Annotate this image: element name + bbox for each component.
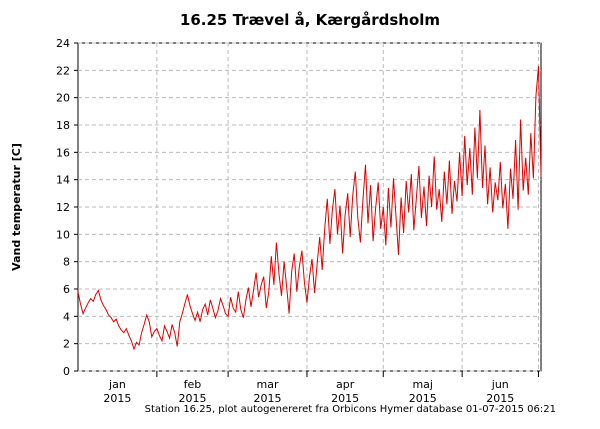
- x-tick-year: 2015: [331, 392, 359, 405]
- y-tick-label: 18: [56, 119, 70, 132]
- y-tick-label: 16: [56, 146, 70, 159]
- x-tick-year: 2015: [486, 392, 514, 405]
- y-axis-label: Vand temperatur [C]: [10, 143, 23, 271]
- x-tick-year: 2015: [103, 392, 131, 405]
- x-tick-label: jan: [108, 378, 126, 391]
- x-tick-label: jun: [491, 378, 509, 391]
- y-tick-label: 6: [63, 283, 70, 296]
- chart-title: 16.25 Trævel å, Kærgårdsholm: [180, 11, 440, 29]
- y-tick-label: 8: [63, 256, 70, 269]
- footer: Station 16.25, plot autogenereret fra Or…: [145, 404, 556, 415]
- y-tick-label: 12: [56, 201, 70, 214]
- y-tick-label: 24: [56, 37, 70, 50]
- x-tick-label: mar: [257, 378, 279, 391]
- data-line: [77, 66, 542, 351]
- y-tick-label: 2: [63, 338, 70, 351]
- x-tick-label: apr: [336, 378, 355, 391]
- y-tick-label: 14: [56, 174, 70, 187]
- x-tick-label: feb: [184, 378, 202, 391]
- x-tick-year: 2015: [409, 392, 437, 405]
- y-tick-label: 10: [56, 228, 70, 241]
- y-tick-label: 0: [63, 365, 70, 378]
- x-tick-year: 2015: [178, 392, 206, 405]
- x-tick-label: maj: [412, 378, 433, 391]
- y-tick-label: 22: [56, 64, 70, 77]
- y-tick-label: 4: [63, 310, 70, 323]
- x-tick-year: 2015: [254, 392, 282, 405]
- y-tick-label: 20: [56, 92, 70, 105]
